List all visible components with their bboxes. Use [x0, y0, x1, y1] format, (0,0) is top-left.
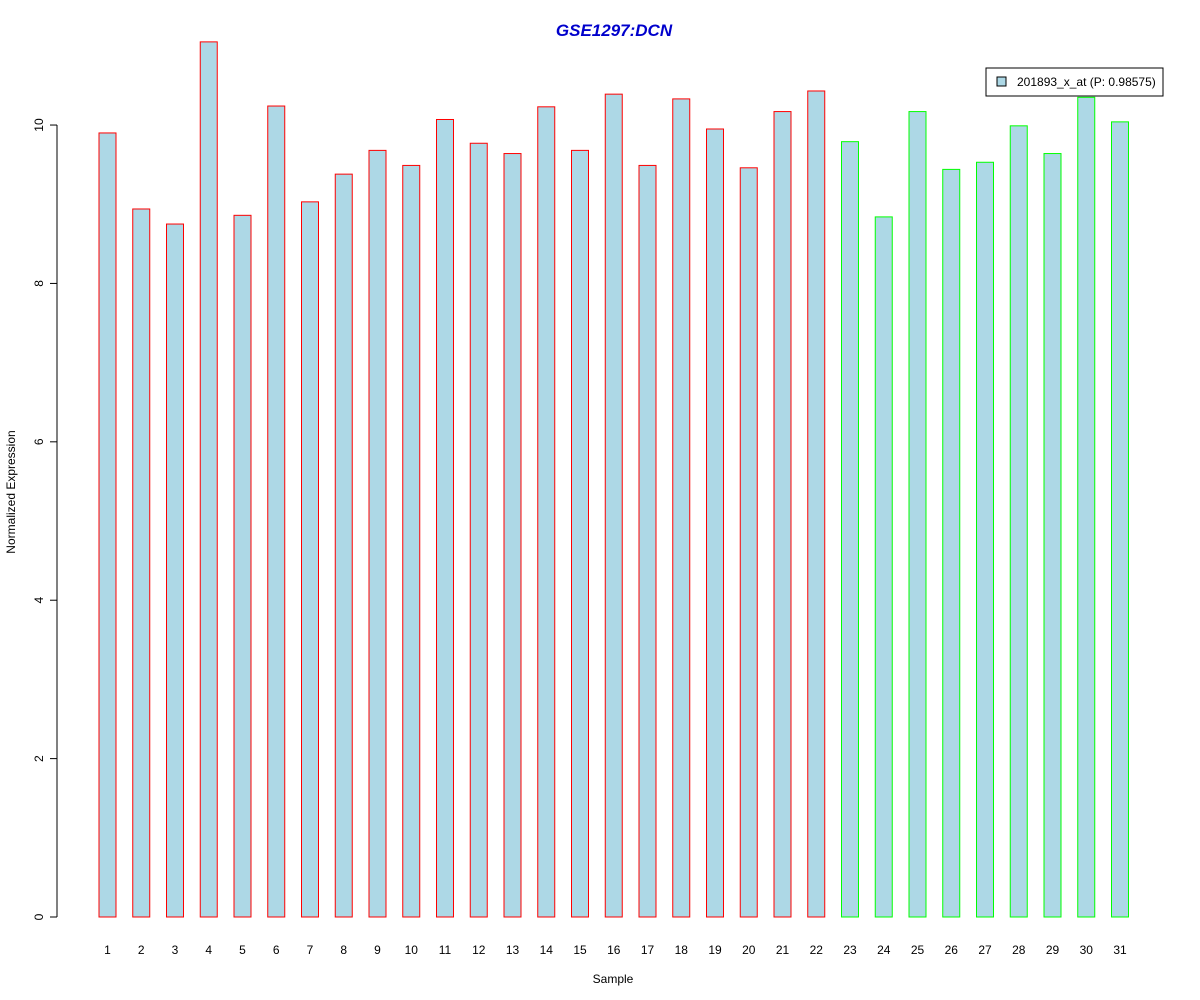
legend: 201893_x_at (P: 0.98575) — [985, 67, 1164, 97]
bar-sample-25 — [908, 111, 927, 918]
x-tick-label: 21 — [776, 943, 790, 957]
x-tick-label: 16 — [607, 943, 621, 957]
bar-sample-3 — [166, 223, 184, 918]
x-tick-label: 27 — [978, 943, 992, 957]
bar-sample-4 — [199, 41, 218, 918]
bar-sample-16 — [604, 93, 623, 918]
x-tick-label: 25 — [911, 943, 925, 957]
x-tick-labels: 1 2 3 4 5 6 7 8 9 10 11 12 13 14 15 16 17 18 19 20 21 22 23 24 2… — [104, 943, 1127, 957]
bar-sample-1 — [98, 132, 117, 918]
bar-sample-10 — [402, 164, 421, 918]
y-tick-label: 8 — [32, 280, 46, 287]
bar-sample-26 — [942, 168, 961, 918]
bar-sample-30 — [1077, 96, 1096, 918]
bar-sample-2 — [132, 208, 151, 918]
bar-sample-12 — [469, 142, 488, 918]
x-tick-label: 11 — [439, 943, 452, 957]
bar-sample-27 — [976, 161, 994, 918]
y-tick-label: 4 — [32, 597, 46, 604]
bar-sample-6 — [267, 105, 286, 918]
x-tick-label: 17 — [641, 943, 655, 957]
x-tick-label: 22 — [810, 943, 824, 957]
x-tick-label: 8 — [340, 943, 347, 957]
y-tick-label: 6 — [32, 438, 46, 445]
bar-sample-15 — [571, 149, 589, 918]
bar-sample-22 — [807, 90, 826, 918]
x-tick-label: 14 — [540, 943, 554, 957]
x-tick-label: 30 — [1080, 943, 1094, 957]
x-tick-label: 3 — [172, 943, 179, 957]
chart-title: GSE1297:DCN — [556, 21, 673, 40]
bar-sample-8 — [334, 173, 353, 918]
x-tick-label: 26 — [945, 943, 959, 957]
x-tick-label: 23 — [843, 943, 857, 957]
x-tick-label: 31 — [1113, 943, 1127, 957]
y-tick-label: 2 — [32, 755, 46, 762]
y-tick-label: 0 — [32, 913, 46, 920]
x-tick-label: 12 — [472, 943, 486, 957]
x-tick-label: 13 — [506, 943, 520, 957]
y-tick-label: 10 — [32, 118, 46, 132]
y-axis: 0 2 4 6 8 10 — [32, 118, 58, 920]
bar-sample-31 — [1111, 121, 1129, 918]
bar-sample-19 — [706, 128, 724, 918]
bar-sample-11 — [436, 118, 454, 918]
bar-sample-14 — [537, 106, 556, 918]
x-axis-label: Sample — [593, 972, 634, 986]
legend-label: 201893_x_at (P: 0.98575) — [1017, 75, 1156, 89]
bar-sample-29 — [1043, 153, 1062, 918]
x-tick-label: 28 — [1012, 943, 1026, 957]
x-tick-label: 7 — [307, 943, 314, 957]
x-tick-label: 20 — [742, 943, 756, 957]
x-tick-label: 10 — [405, 943, 419, 957]
x-tick-label: 9 — [374, 943, 381, 957]
x-tick-label: 29 — [1046, 943, 1060, 957]
x-tick-label: 24 — [877, 943, 891, 957]
bar-sample-7 — [301, 201, 319, 918]
bar-sample-18 — [672, 98, 691, 918]
x-tick-label: 2 — [138, 943, 145, 957]
x-tick-label: 15 — [573, 943, 587, 957]
bar-sample-23 — [841, 141, 859, 918]
x-tick-label: 1 — [104, 943, 111, 957]
legend-swatch — [996, 76, 1007, 87]
y-axis-label: Normalized Expression — [4, 430, 18, 553]
bar-sample-24 — [874, 216, 893, 918]
x-tick-label: 5 — [239, 943, 246, 957]
x-tick-label: 19 — [708, 943, 722, 957]
bar-sample-20 — [739, 167, 758, 918]
x-tick-label: 6 — [273, 943, 280, 957]
bar-sample-5 — [233, 214, 252, 918]
bar-sample-13 — [503, 153, 522, 918]
x-tick-label: 18 — [675, 943, 689, 957]
bars-group — [98, 41, 1129, 918]
bar-sample-28 — [1009, 125, 1028, 918]
bar-sample-21 — [773, 111, 792, 918]
legend-box — [985, 67, 1164, 97]
x-tick-label: 4 — [205, 943, 212, 957]
bar-sample-17 — [638, 164, 657, 918]
bar-sample-9 — [368, 149, 387, 918]
